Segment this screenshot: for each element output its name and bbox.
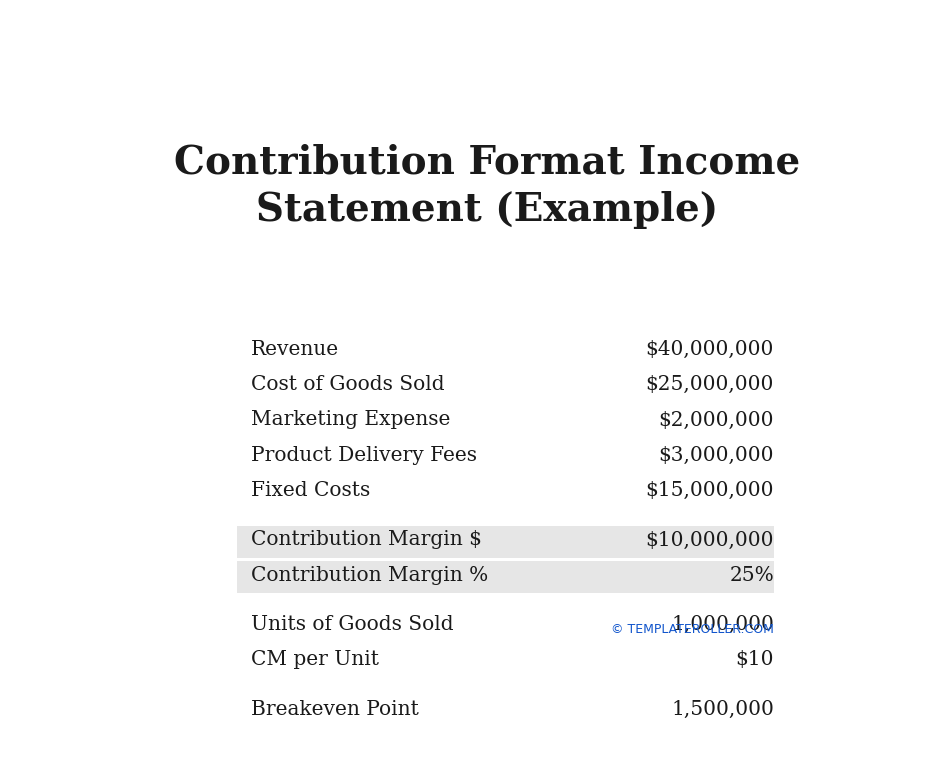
Text: 1,000,000: 1,000,000: [671, 616, 774, 635]
Text: Cost of Goods Sold: Cost of Goods Sold: [251, 375, 445, 394]
Text: CM per Unit: CM per Unit: [251, 651, 379, 670]
Text: $2,000,000: $2,000,000: [658, 410, 774, 429]
Text: Contribution Margin %: Contribution Margin %: [251, 565, 488, 584]
Text: © TEMPLATEROLLER.COM: © TEMPLATEROLLER.COM: [611, 623, 774, 636]
Text: Contribution Margin $: Contribution Margin $: [251, 530, 483, 549]
Text: $40,000,000: $40,000,000: [646, 340, 774, 359]
Bar: [237, 526, 774, 558]
Text: Units of Goods Sold: Units of Goods Sold: [251, 616, 454, 635]
Text: $10: $10: [735, 651, 774, 670]
Text: Breakeven Point: Breakeven Point: [251, 700, 419, 719]
Text: $3,000,000: $3,000,000: [658, 445, 774, 464]
Bar: [237, 561, 774, 594]
Text: Revenue: Revenue: [251, 340, 339, 359]
Text: 25%: 25%: [730, 565, 774, 584]
Bar: [237, 695, 774, 728]
Text: Product Delivery Fees: Product Delivery Fees: [251, 445, 477, 464]
Text: Fixed Costs: Fixed Costs: [251, 480, 370, 499]
Text: 1,500,000: 1,500,000: [671, 700, 774, 719]
Text: Marketing Expense: Marketing Expense: [251, 410, 450, 429]
Text: $10,000,000: $10,000,000: [645, 530, 774, 549]
Text: Contribution Format Income
Statement (Example): Contribution Format Income Statement (Ex…: [174, 144, 800, 229]
Text: $15,000,000: $15,000,000: [645, 480, 774, 499]
Text: $25,000,000: $25,000,000: [646, 375, 774, 394]
